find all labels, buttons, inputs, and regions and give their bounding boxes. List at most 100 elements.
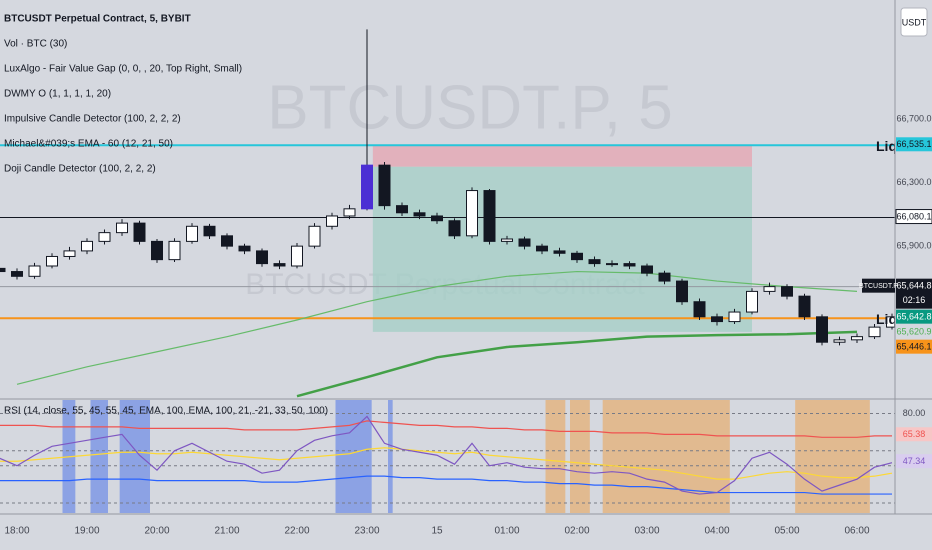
- watermark: BTCUSDT.P, 5: [267, 73, 672, 142]
- candle-body: [623, 263, 636, 267]
- x-tick-label: 15: [431, 526, 443, 537]
- candle-body: [886, 316, 895, 328]
- rsi-tick-label: 80.00: [903, 408, 926, 418]
- candle-body: [868, 326, 881, 338]
- candle-body: [238, 245, 251, 252]
- rsi-highlight: [335, 400, 372, 513]
- rsi-value-box: [896, 454, 932, 469]
- indicator-legend: Vol · BTC (30): [4, 39, 67, 50]
- rsi-line: [0, 420, 892, 438]
- rsi-highlight: [388, 400, 393, 513]
- candle-body: [0, 267, 6, 273]
- price-pane: BTCUSDT.P, 5 BTCUSDT Perpetual Contract …: [0, 29, 897, 398]
- rsi-pane: [0, 400, 895, 513]
- x-tick-label: 18:00: [4, 526, 29, 537]
- candle-body: [431, 215, 443, 222]
- candle-body: [781, 286, 793, 297]
- candle-body: [151, 240, 163, 261]
- candle-body: [746, 290, 758, 313]
- candle-body: [343, 208, 356, 217]
- candle-body: [676, 280, 688, 303]
- rsi-highlight: [119, 400, 150, 513]
- indicator-legend: Impulsive Candle Detector (100, 2, 2, 2): [4, 114, 181, 125]
- candle-body: [501, 238, 513, 242]
- zone: [372, 166, 752, 332]
- countdown: 02:16: [903, 295, 926, 305]
- price-label: 65,620.9: [896, 327, 931, 337]
- candle-body: [46, 255, 58, 267]
- rsi-highlight: [602, 400, 730, 513]
- x-tick-label: 01:00: [494, 526, 519, 537]
- candle-body: [641, 265, 653, 274]
- x-tick-label: 19:00: [74, 526, 99, 537]
- x-tick-label: 23:00: [354, 526, 379, 537]
- candle-body: [798, 295, 811, 318]
- indicator-legend: Doji Candle Detector (100, 2, 2, 2): [4, 164, 156, 175]
- x-tick-label: 21:00: [214, 526, 239, 537]
- candle-body: [308, 225, 321, 247]
- axes: USDT 66,700.0 66,300.0 65,900.0 66,535.1 66,…: [859, 7, 932, 469]
- rsi-highlight: [90, 400, 108, 513]
- candle-body: [63, 250, 76, 257]
- candle-body: [396, 205, 408, 214]
- price-label-box: [896, 309, 932, 324]
- candle-body: [273, 263, 286, 267]
- annotation: Liq: [876, 311, 897, 327]
- candle-body: [536, 245, 548, 252]
- x-tick-label: 03:00: [634, 526, 659, 537]
- y-tick-label: 65,900.0: [896, 241, 931, 251]
- price-label: 66,535.1: [896, 139, 931, 149]
- currency-button[interactable]: [900, 7, 928, 37]
- candle-body: [11, 271, 23, 277]
- candle-body: [553, 250, 566, 254]
- x-tick-label: 02:00: [564, 526, 589, 537]
- candle-body: [98, 232, 111, 242]
- candle-body: [256, 250, 268, 265]
- candle-body: [833, 339, 846, 343]
- candle-body: [606, 263, 618, 266]
- y-tick-label: 66,300.0: [896, 177, 931, 187]
- candle-body: [483, 190, 496, 242]
- price-label: 65,446.1: [896, 342, 931, 352]
- candle-body: [816, 316, 828, 343]
- rsi-line: [0, 415, 893, 495]
- rsi-highlight: [545, 400, 566, 513]
- candle-body: [168, 240, 181, 261]
- price-label: 65,644.8: [896, 281, 931, 291]
- candle-body: [116, 222, 128, 234]
- candle-body: [28, 265, 41, 277]
- price-label-box: [896, 278, 932, 309]
- price-label-box: [896, 324, 932, 339]
- candle-body: [413, 212, 426, 217]
- candle-body: [693, 301, 706, 318]
- candle-body: [221, 235, 233, 247]
- candle-body: [81, 240, 93, 252]
- candle-body: [466, 190, 478, 237]
- rsi-line: [0, 447, 893, 480]
- currency[interactable]: USDT: [902, 17, 927, 27]
- x-tick-label: 06:00: [844, 526, 869, 537]
- legend: BTCUSDT Perpetual Contract, 5, BYBIT Vol…: [4, 14, 242, 175]
- symbol-label: BTCUSDT.P: [859, 283, 898, 290]
- indicator-legend: Michael&#039;s EMA - 60 (12, 21, 50): [4, 139, 173, 150]
- x-tick-label: 20:00: [144, 526, 169, 537]
- candle-body: [571, 252, 583, 261]
- candle-body: [186, 225, 198, 242]
- y-tick-label: 66,700.0: [896, 113, 931, 123]
- rsi-highlight: [795, 400, 870, 513]
- rsi-line: [0, 475, 892, 495]
- candle-body: [133, 222, 146, 242]
- symbol-tag: [862, 278, 895, 293]
- annotation: Liq: [876, 138, 897, 154]
- x-tick-label: 22:00: [284, 526, 309, 537]
- price-label-box: [896, 339, 932, 354]
- price-label-box: [895, 209, 932, 225]
- price-label: 65,642.8: [896, 312, 931, 322]
- rsi-value-label: 65.38: [903, 429, 926, 439]
- candle-body: [728, 311, 741, 323]
- ema-line: [16, 270, 858, 385]
- candle-body: [518, 238, 531, 247]
- candle-body: [588, 259, 601, 265]
